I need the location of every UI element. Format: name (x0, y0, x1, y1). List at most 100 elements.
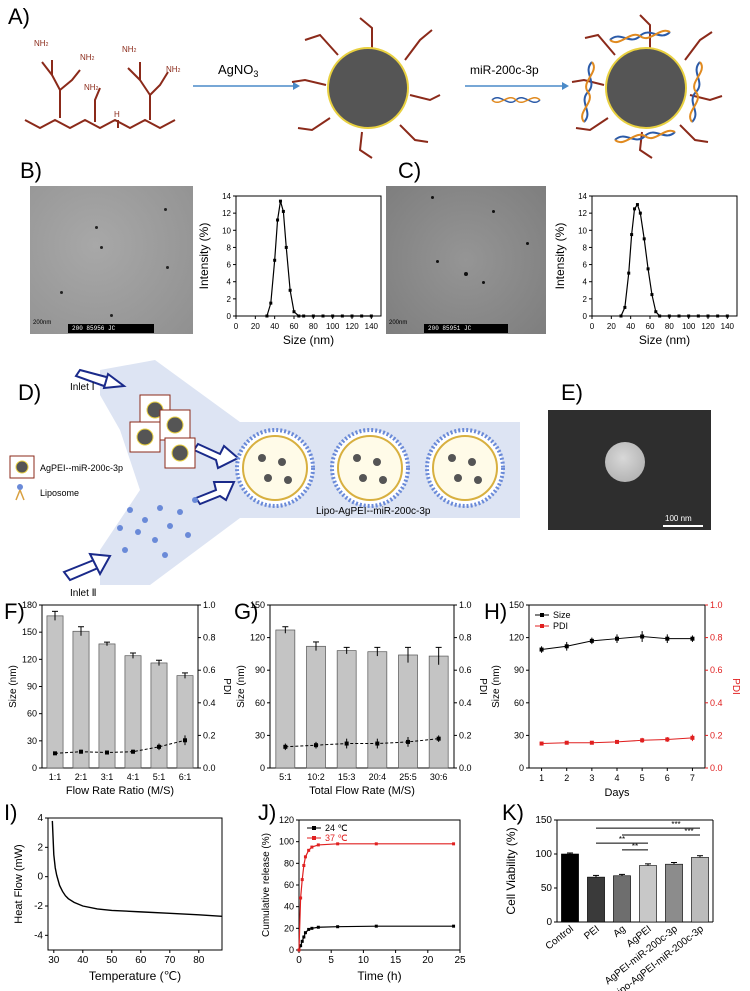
pdi-point (314, 743, 318, 748)
x-tick-label: 3:1 (101, 772, 114, 782)
y-tick-label: 4 (583, 278, 588, 287)
data-point (292, 310, 296, 314)
data-point (564, 644, 569, 649)
pdi-point (283, 744, 288, 749)
data-point (374, 842, 378, 846)
y-axis-label: Size (nm) (491, 665, 502, 708)
y-tick-label: 90 (514, 665, 524, 675)
data-point (589, 638, 594, 643)
y-tick-label: 150 (250, 600, 265, 610)
data-point (340, 314, 344, 318)
x-tick-label: 7 (690, 773, 695, 783)
panel-label-b: B) (20, 158, 42, 183)
data-point (273, 258, 277, 262)
data-point (297, 948, 301, 952)
data-point (310, 926, 314, 930)
y2-tick-label: 0.2 (710, 730, 723, 740)
data-point (303, 931, 307, 935)
panel-label-f: F) (4, 599, 25, 624)
panel-label-h: H) (484, 599, 508, 624)
amine-label: NH2 (34, 39, 49, 48)
plot-frame (235, 195, 382, 317)
legend-agpei-label: AgPEI--miR-200c-3p (40, 463, 123, 473)
pdi-point (79, 749, 83, 754)
y-tick-label: 90 (255, 665, 265, 675)
y-tick-label: 120 (250, 633, 265, 643)
y2-tick-label: 0.4 (203, 698, 216, 708)
y2-tick-label: 0.2 (203, 730, 216, 740)
y-tick-label: 0 (32, 763, 37, 773)
y2-tick-label: 1.0 (459, 600, 472, 610)
x-tick-label: 20 (607, 322, 616, 331)
y-tick-label: 2 (227, 295, 232, 304)
flow-arrows (192, 442, 240, 506)
x-tick-label: 2 (564, 773, 569, 783)
micrograph-caption-b: 200 85956 JC (68, 324, 154, 333)
reagent-mirna: miR-200c-3p (470, 63, 539, 77)
legend-label: Size (553, 610, 571, 620)
y-tick-label: 0 (519, 763, 524, 773)
x-tick-label: 15:3 (338, 772, 356, 782)
x-axis-label: Days (604, 787, 630, 799)
data-point (696, 314, 700, 318)
y-tick-label: 40 (284, 902, 294, 912)
data-point (299, 896, 303, 900)
data-point (310, 845, 314, 849)
y-tick-label: 0 (260, 763, 265, 773)
x-axis-label: Temperature (℃) (89, 969, 181, 983)
inlet-arrow-1 (74, 368, 127, 390)
bar (150, 662, 168, 769)
data-point (452, 842, 456, 846)
data-point (336, 925, 340, 929)
y2-tick-label: 0.8 (710, 633, 723, 643)
x-tick-label: PEI (582, 924, 601, 943)
x-tick-label: 5 (328, 955, 334, 966)
legend-marker (312, 826, 316, 830)
y-tick-label: 120 (279, 815, 294, 825)
agpei-particles-inlet (129, 394, 196, 469)
plot-frame (47, 817, 223, 951)
panel-label-g: G) (234, 599, 259, 624)
data-point (302, 935, 306, 939)
particle-dot (464, 272, 468, 276)
x-tick-label: 80 (309, 322, 318, 331)
data-point (299, 944, 303, 948)
bar (398, 654, 418, 769)
particle-dot (100, 246, 103, 249)
y-tick-label: 150 (509, 600, 524, 610)
y-tick-label: 30 (27, 736, 37, 746)
x-axis-label: Size (nm) (283, 333, 334, 347)
y2-tick-label: 0.0 (459, 763, 472, 773)
x-tick-label: 140 (365, 322, 379, 331)
agpei-nanoparticle (291, 17, 441, 159)
pdi-point (131, 749, 135, 754)
y-axis-label: Cumulative release (%) (261, 833, 272, 937)
y-tick-label: -4 (34, 930, 43, 941)
x-axis-label: Total Flow Rate (M/S) (309, 785, 415, 797)
agpei-mirna-complex (571, 14, 723, 159)
amine-label: NH2 (84, 83, 99, 92)
x-tick-label: 10 (358, 955, 370, 966)
y-tick-label: 8 (583, 243, 588, 252)
x-tick-label: 40 (270, 322, 279, 331)
x-tick-label: 6 (665, 773, 670, 783)
particle-dot (166, 266, 169, 269)
data-point (265, 314, 269, 318)
legend-marker (312, 836, 316, 840)
y-tick-label: 20 (284, 923, 294, 933)
legend-label: 24 ℃ (325, 823, 348, 833)
y-tick-label: 60 (27, 709, 37, 719)
data-point (706, 314, 710, 318)
y-tick-label: 4 (37, 813, 43, 824)
bar-chart-f: 0 30 60 90 120 150 180 0.0 0.2 0.4 0.6 0.8 1.0 Size (… (8, 600, 232, 797)
legend-label: PDI (553, 621, 568, 631)
bar (613, 875, 631, 923)
bar (428, 655, 449, 769)
y-tick-label: 150 (535, 815, 552, 826)
y-tick-label: 120 (509, 633, 524, 643)
data-point (307, 848, 311, 852)
data-point (615, 739, 619, 744)
y2-tick-label: 0.4 (459, 698, 472, 708)
data-point (284, 245, 288, 249)
